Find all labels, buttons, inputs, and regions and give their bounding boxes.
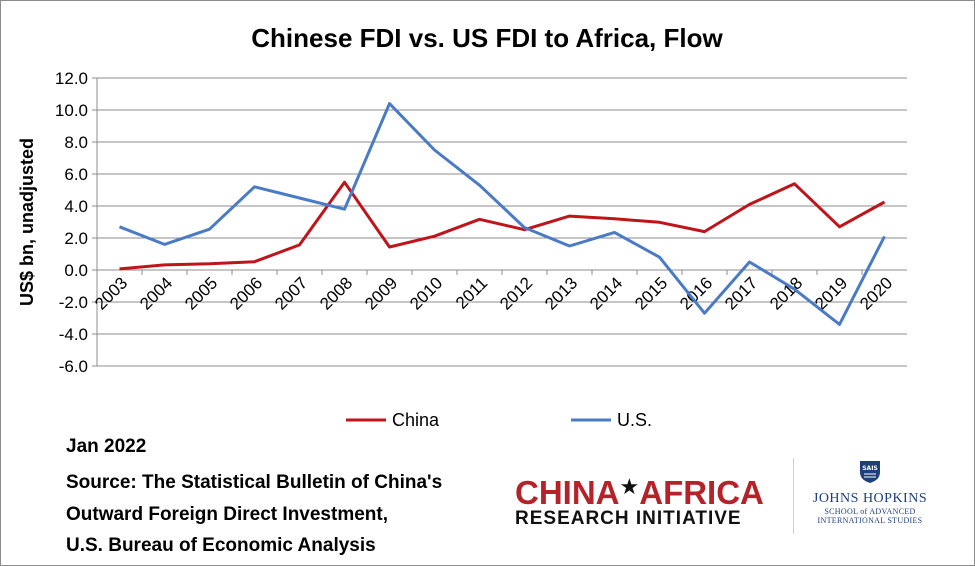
jhu-name: JOHNS HOPKINS: [812, 491, 928, 506]
legend-label: U.S.: [617, 410, 652, 430]
y-tick-labels: 12.0 10.0 8.0 6.0 4.0 2.0 0.0 -2.0 -4.0 -6.0: [55, 69, 88, 376]
x-tick-label: 2011: [452, 273, 491, 312]
cari-logo-subtitle: RESEARCH INITIATIVE: [515, 508, 742, 529]
series-line-china: [119, 180, 886, 271]
x-tick-label: 2017: [721, 273, 761, 313]
x-tick-label: 2004: [136, 273, 176, 313]
x-tick-label: 2006: [226, 273, 266, 313]
x-tick-label: 2012: [496, 273, 536, 313]
source-line-2: Outward Foreign Direct Investment,: [66, 504, 388, 525]
source-line-1: Source: The Statistical Bulletin of Chin…: [66, 472, 443, 493]
star-icon: ★: [619, 474, 640, 499]
y-tick-label: -2.0: [59, 293, 88, 312]
y-tick-label: 4.0: [64, 197, 88, 216]
sais-badge-text: SAIS: [862, 465, 878, 472]
y-tick-label: -4.0: [59, 325, 88, 344]
y-tick-label: 6.0: [64, 165, 88, 184]
x-tick-label: 2005: [181, 273, 221, 313]
y-tick-label: 2.0: [64, 229, 88, 248]
x-tick-label: 2010: [406, 273, 446, 313]
x-tick-label: 2008: [316, 273, 356, 313]
cari-logo: CHINA★AFRICA RESEARCH INITIATIVE: [515, 470, 777, 529]
series-line-us: [118, 102, 886, 326]
gridlines: [92, 77, 907, 367]
x-tick-label: 2009: [361, 273, 401, 313]
legend-label: China: [392, 410, 440, 430]
logo-divider: [793, 458, 794, 534]
x-tick-label: 2007: [271, 273, 311, 313]
y-tick-label: 0.0: [64, 261, 88, 280]
cari-logo-china: CHINA: [515, 474, 620, 511]
source-line-3: U.S. Bureau of Economic Analysis: [66, 535, 376, 556]
series-lines: [118, 102, 886, 326]
cari-logo-africa: AFRICA: [639, 474, 764, 511]
jhu-subtitle-2: INTERNATIONAL STUDIES: [817, 516, 923, 525]
sais-shield-icon: SAIS: [860, 461, 880, 483]
x-tick-label: 2014: [586, 273, 626, 313]
legend: China U.S.: [346, 410, 652, 430]
x-tick-label: 2015: [631, 273, 671, 313]
chart-title: Chinese FDI vs. US FDI to Africa, Flow: [251, 23, 723, 53]
y-tick-label: 12.0: [55, 69, 88, 88]
date-note: Jan 2022: [66, 436, 147, 457]
y-axis-label: US$ bn, unadjusted: [17, 138, 37, 306]
x-tick-label: 2013: [541, 273, 581, 313]
y-tick-label: -6.0: [59, 357, 88, 376]
jhu-subtitle-1: SCHOOL of ADVANCED: [824, 507, 916, 516]
y-tick-label: 10.0: [55, 101, 88, 120]
jhu-sais-logo: SAIS JOHNS HOPKINS SCHOOL of ADVANCED IN…: [800, 460, 940, 525]
y-tick-label: 8.0: [64, 133, 88, 152]
